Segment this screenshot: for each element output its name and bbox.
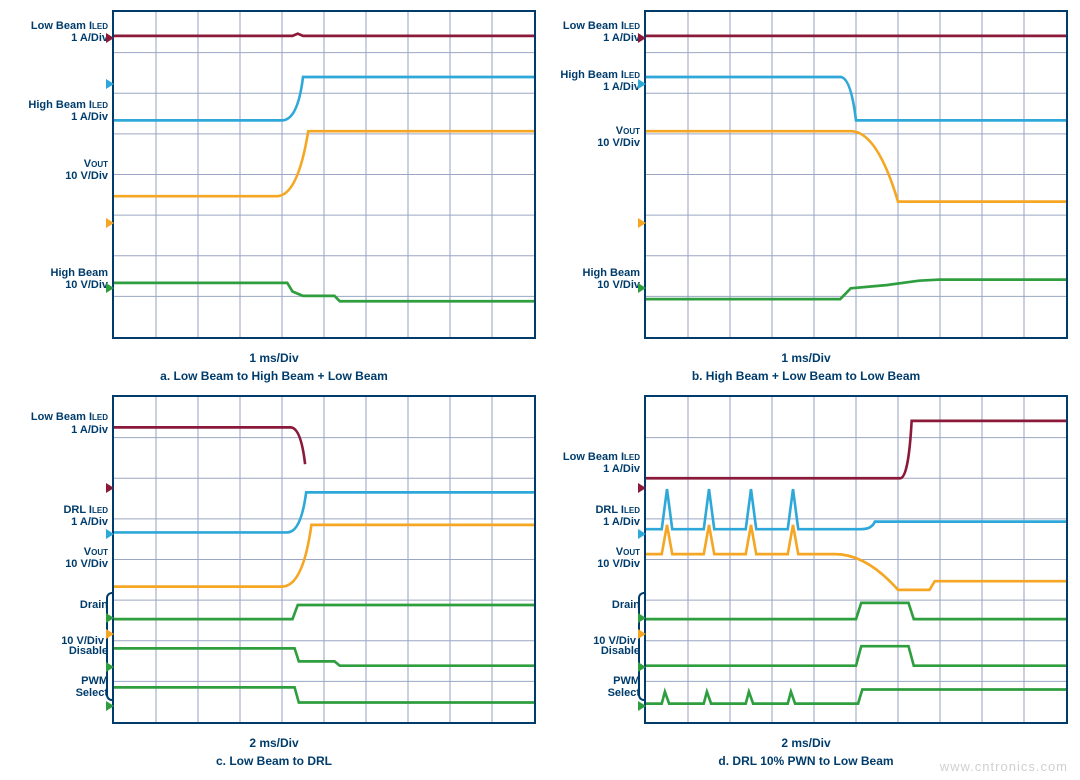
trace-label: Low Beam ILED1 A/Div [31, 411, 108, 435]
trace-label: DRL ILED1 A/Div [595, 504, 640, 528]
trace-label: High Beam10 V/Div [583, 267, 640, 291]
ref-marker [638, 218, 646, 228]
panel-d: Low Beam ILED1 A/Div DRL ILED1 A/Div VOUT1… [544, 395, 1068, 770]
brace-label: 10 V/Div [61, 635, 104, 647]
trace-label: Drain [612, 599, 640, 611]
caption: 1 ms/Diva. Low Beam to High Beam + Low B… [12, 349, 536, 385]
plot-area [644, 10, 1068, 339]
ref-marker [638, 529, 646, 539]
trace-label: High Beam10 V/Div [51, 267, 108, 291]
ref-marker [638, 283, 646, 293]
ref-marker [638, 613, 646, 623]
ref-marker [106, 218, 114, 228]
trace-label: Drain [80, 599, 108, 611]
trace-label: VOUT10 V/Div [65, 158, 108, 182]
ref-marker [638, 629, 646, 639]
trace-label: High Beam ILED1 A/Div [28, 99, 108, 123]
ref-marker [106, 529, 114, 539]
trace-label: Low Beam ILED1 A/Div [563, 451, 640, 475]
ref-marker [106, 662, 114, 672]
ref-marker [106, 613, 114, 623]
panel-a: Low Beam ILED1 A/Div High Beam ILED1 A/Di… [12, 10, 536, 385]
ref-marker [106, 701, 114, 711]
watermark: www.cntronics.com [940, 759, 1068, 774]
trace-label: VOUT10 V/Div [597, 125, 640, 149]
trace-label: PWMSelect [608, 675, 640, 699]
ref-marker [638, 483, 646, 493]
ref-marker [106, 629, 114, 639]
panel-c: Low Beam ILED1 A/Div DRL ILED1 A/Div VOUT1… [12, 395, 536, 770]
panel-b: Low Beam ILED1 A/Div High Beam ILED1 A/Di… [544, 10, 1068, 385]
ref-marker [638, 33, 646, 43]
trace-label: DRL ILED1 A/Div [63, 504, 108, 528]
plot-area [112, 395, 536, 724]
ref-marker [638, 701, 646, 711]
ref-marker [638, 79, 646, 89]
trace-label: Low Beam ILED1 A/Div [563, 20, 640, 44]
trace-label: PWMSelect [76, 675, 108, 699]
trace-label: VOUT10 V/Div [597, 546, 640, 570]
ref-marker [106, 79, 114, 89]
trace-label: High Beam ILED1 A/Div [560, 69, 640, 93]
ref-marker [638, 662, 646, 672]
trace [114, 427, 305, 464]
caption: 1 ms/Divb. High Beam + Low Beam to Low B… [544, 349, 1068, 385]
ref-marker [106, 33, 114, 43]
plot-area [644, 395, 1068, 724]
trace-label: VOUT10 V/Div [65, 546, 108, 570]
plot-area [112, 10, 536, 339]
ref-marker [106, 283, 114, 293]
caption: 2 ms/Divc. Low Beam to DRL [12, 734, 536, 770]
trace-label: Low Beam ILED1 A/Div [31, 20, 108, 44]
ref-marker [106, 483, 114, 493]
brace-label: 10 V/Div [593, 635, 636, 647]
